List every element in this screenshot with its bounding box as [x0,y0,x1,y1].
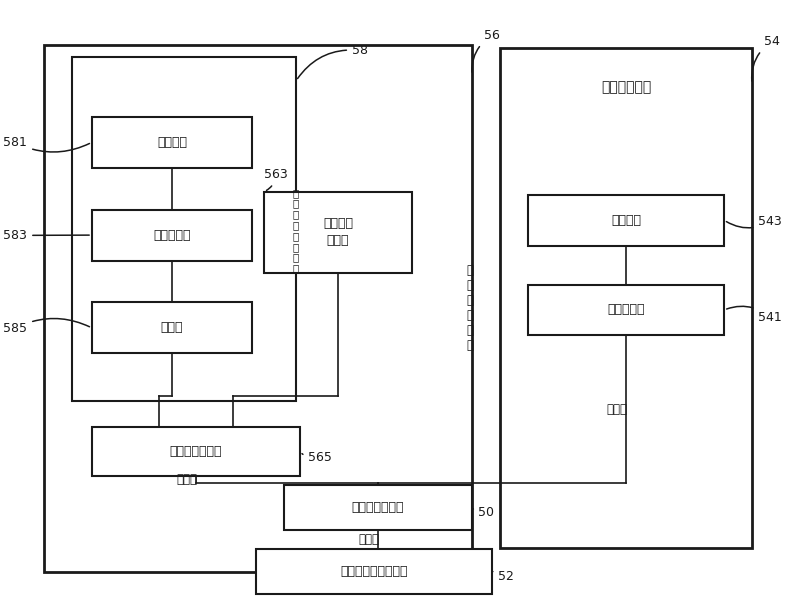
Text: 50: 50 [472,506,494,519]
Text: 541: 541 [726,306,782,324]
Text: 炉气分析控制器: 炉气分析控制器 [170,445,222,458]
FancyBboxPatch shape [92,302,252,353]
Text: 以太网: 以太网 [606,403,627,416]
FancyBboxPatch shape [92,427,300,476]
FancyBboxPatch shape [264,192,412,273]
Text: 氧枪装置: 氧枪装置 [611,214,641,226]
FancyBboxPatch shape [72,57,296,401]
Text: 炉
气
浓
度
分
析
装
置: 炉 气 浓 度 分 析 装 置 [293,188,299,273]
Text: 炉气流量
检测计: 炉气流量 检测计 [323,217,353,247]
Text: 炉
气
分
析
系
统: 炉 气 分 析 系 统 [466,265,473,352]
Text: 炉气分析数据库系统: 炉气分析数据库系统 [340,565,408,578]
FancyBboxPatch shape [92,210,252,261]
Text: 工业控制计算机: 工业控制计算机 [352,501,404,514]
Text: 以太网: 以太网 [358,533,379,546]
FancyBboxPatch shape [284,485,472,530]
Text: 54: 54 [752,35,780,81]
Text: 质谱仪: 质谱仪 [161,322,183,334]
Text: 取样探头: 取样探头 [157,136,187,149]
FancyBboxPatch shape [528,285,724,335]
Text: 565: 565 [302,451,332,464]
Text: 563: 563 [264,168,288,190]
Text: 585: 585 [3,319,90,335]
Text: 56: 56 [472,29,500,72]
FancyBboxPatch shape [528,195,724,246]
FancyBboxPatch shape [256,549,492,594]
Text: 583: 583 [3,229,90,242]
Text: 预处理装置: 预处理装置 [154,229,190,241]
Text: 以太网: 以太网 [176,473,197,486]
Text: 氧枪控制器: 氧枪控制器 [607,304,645,316]
Text: 氧枪控制系统: 氧枪控制系统 [602,80,651,94]
Text: 543: 543 [726,215,782,228]
FancyBboxPatch shape [44,45,472,572]
FancyBboxPatch shape [500,48,752,548]
Text: 52: 52 [492,570,514,583]
FancyBboxPatch shape [92,117,252,168]
Text: 581: 581 [3,136,90,152]
Text: 58: 58 [298,44,368,78]
